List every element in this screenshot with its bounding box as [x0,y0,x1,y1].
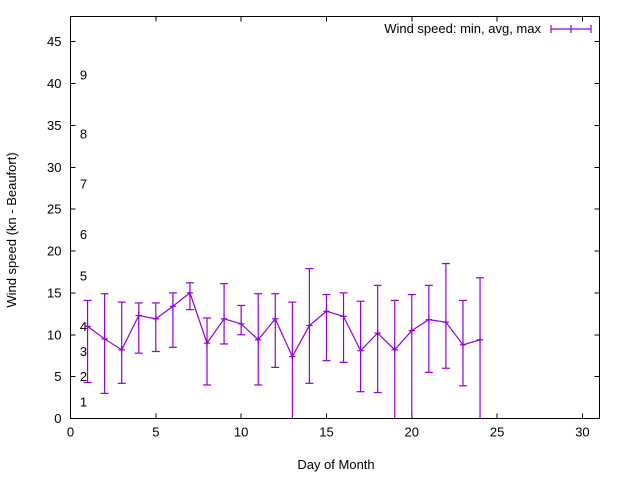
x-tick-label: 30 [575,425,589,440]
error-bar [373,284,382,394]
error-bar [117,301,126,384]
avg-point-marker [272,315,279,323]
error-bar [134,302,143,354]
y-tick-label: 15 [47,285,61,300]
data-series-layer [83,262,485,419]
x-axis-title: Day of Month [297,457,374,472]
x-tick-label: 20 [405,425,419,440]
avg-point-marker [425,316,433,323]
avg-point-marker [476,336,484,343]
avg-point-marker [118,346,125,354]
y-tick-label: 20 [47,244,61,259]
y-tick-label: 30 [47,160,61,175]
error-bar [424,284,433,374]
x-tick-label: 5 [152,425,159,440]
beaufort-level-label: 9 [80,68,87,83]
avg-point-marker [169,303,177,310]
avg-point-marker [306,322,313,329]
beaufort-scale-labels: 1 2 3 4 5 6 7 8 9 [80,68,87,410]
error-bar [220,283,229,345]
avg-point-marker [442,318,450,326]
avg-point-marker [391,346,398,354]
plot-border [70,16,600,419]
avg-point-marker [186,289,194,297]
avg-point-marker [340,313,347,320]
legend-label: Wind speed: min, avg, max [384,21,541,36]
beaufort-level-label: 8 [80,126,87,141]
plot-frame [70,16,600,419]
y-tick-label: 5 [54,369,61,384]
legend-sample-errorbar [550,25,592,33]
y-tick-label: 0 [54,411,61,426]
beaufort-level-label: 1 [80,394,87,409]
avg-point-marker [152,315,160,323]
y-tick-label: 40 [47,76,61,91]
avg-point-marker [220,315,228,323]
error-bar [237,304,246,336]
beaufort-level-label: 5 [80,269,87,284]
y-tick-label: 10 [47,327,61,342]
x-tick-label: 0 [67,425,74,440]
y-tick-label: 45 [47,34,61,49]
error-bar [476,277,485,419]
y-axis-title: Wind speed (kn - Beaufort) [4,152,19,307]
beaufort-level-label: 4 [80,319,87,334]
error-bar [203,317,212,386]
error-bar [288,301,297,419]
avg-point-marker [84,323,91,330]
x-tick-label: 10 [234,425,248,440]
error-bar [356,300,365,393]
avg-point-marker [374,329,381,337]
error-bar [168,292,177,348]
y-tick-label: 35 [47,118,61,133]
avg-point-marker [203,339,211,347]
error-bar [185,282,194,311]
error-bar [339,292,348,363]
error-bar [83,299,92,384]
avg-point-marker [459,341,467,348]
beaufort-level-label: 2 [80,369,87,384]
error-bar [322,293,331,362]
avg-point-marker [289,353,296,360]
avg-line [87,291,481,358]
y-tick-label: 25 [47,202,61,217]
x-axis-ticks: 0 5 10 15 20 25 30 [67,16,590,440]
beaufort-level-label: 3 [80,344,87,359]
error-bar [271,293,280,369]
error-bar [100,293,109,394]
avg-point-marker [101,335,108,343]
avg-point-marker [408,327,415,334]
error-bar [390,299,399,419]
avg-point-marker [237,320,245,328]
avg-point-marker [135,312,142,319]
avg-point-marker [255,336,262,343]
x-tick-label: 25 [490,425,504,440]
x-tick-label: 15 [319,425,333,440]
error-bar [441,262,450,369]
legend: Wind speed: min, avg, max [384,21,592,36]
beaufort-level-label: 7 [80,177,87,192]
beaufort-level-label: 6 [80,227,87,242]
error-bar [407,293,416,419]
avg-point-marker [357,347,364,354]
error-bar [151,302,160,353]
avg-point-marker [323,308,330,315]
